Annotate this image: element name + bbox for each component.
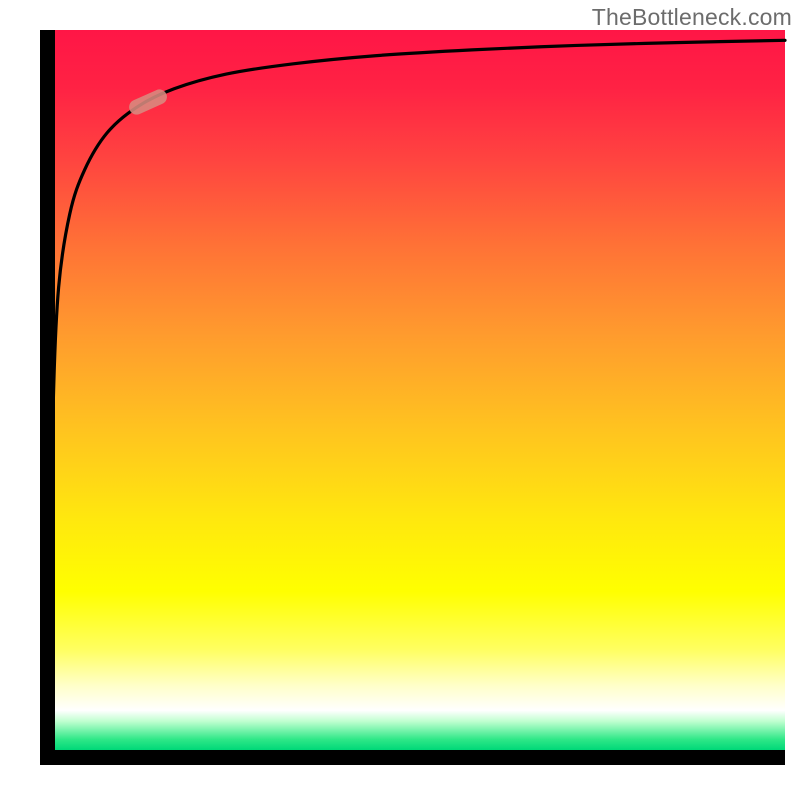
y-axis	[40, 30, 55, 765]
x-axis	[40, 750, 785, 765]
bottleneck-chart: TheBottleneck.com	[0, 0, 800, 800]
chart-gradient-background	[0, 0, 800, 800]
